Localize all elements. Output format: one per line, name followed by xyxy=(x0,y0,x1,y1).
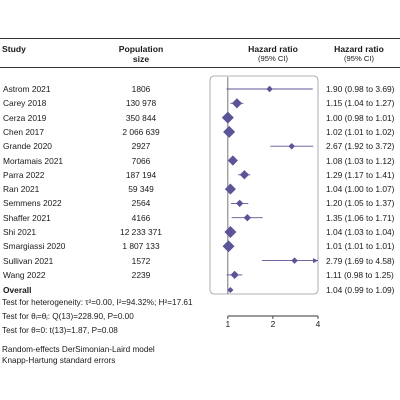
hazard-ratio-ci-text: 1.20 (1.05 to 1.37) xyxy=(326,198,395,209)
study-name: Ran 2021 xyxy=(3,184,40,195)
hazard-ratio-ci-text: 2.67 (1.92 to 3.72) xyxy=(326,141,395,152)
population-size: 130 978 xyxy=(125,98,157,109)
effect-marker xyxy=(243,214,252,222)
population-size: 2564 xyxy=(131,198,151,209)
x-tick-label: 1 xyxy=(226,319,231,329)
x-tick-label: 2 xyxy=(271,319,276,329)
effect-marker xyxy=(236,199,244,208)
table-row: Wang 2022 2239 1.11 (0.98 to 1.25) xyxy=(0,268,400,282)
table-row: Parra 2022 187 194 1.29 (1.17 to 1.41) xyxy=(0,168,400,182)
effect-marker xyxy=(227,155,238,166)
table-row: Carey 2018 130 978 1.15 (1.04 to 1.27) xyxy=(0,96,400,110)
model-line-2: Knapp-Hartung standard errors xyxy=(2,356,116,365)
hazard-ratio-ci-text: 1.01 (1.01 to 1.01) xyxy=(326,241,395,252)
hazard-ratio-ci-text: 1.90 (0.98 to 3.69) xyxy=(326,84,395,94)
population-size: 59 349 xyxy=(128,184,154,195)
effect-marker xyxy=(224,226,237,238)
arrow-right-icon xyxy=(313,258,318,264)
population-size: 1806 xyxy=(131,84,151,94)
table-row: Cerza 2019 350 844 1.00 (0.98 to 1.01) xyxy=(0,111,400,125)
effect-marker xyxy=(230,270,239,280)
theta-i-test: Test for θᵢ=θⱼ: Q(13)=228.90, P=0.00 xyxy=(2,312,134,321)
effect-marker xyxy=(288,142,295,150)
population-size: 350 844 xyxy=(125,112,157,123)
table-row: Astrom 2021 1806 1.90 (0.98 to 3.69) xyxy=(0,82,400,96)
study-name: Grande 2020 xyxy=(3,141,52,152)
header-population-line1: Population xyxy=(118,44,164,54)
study-name: Sullivan 2021 xyxy=(3,255,54,266)
study-name: Mortamais 2021 xyxy=(3,155,64,166)
hazard-ratio-ci-text: 1.00 (0.98 to 1.01) xyxy=(326,112,395,123)
study-name: Astrom 2021 xyxy=(3,84,51,94)
study-name: Smargiassi 2020 xyxy=(3,241,66,252)
table-row: Sullivan 2021 1572 2.79 (1.69 to 4.58) xyxy=(0,254,400,268)
study-name: Shi 2021 xyxy=(3,227,37,237)
hazard-ratio-ci-text: 1.04 (1.00 to 1.07) xyxy=(326,184,395,195)
study-name: Wang 2022 xyxy=(3,269,46,280)
x-tick-label: 4 xyxy=(316,319,321,329)
overall-label: Overall xyxy=(3,285,32,295)
hazard-ratio-ci-text: 1.35 (1.06 to 1.71) xyxy=(326,212,395,223)
hazard-ratio-ci-text: 1.02 (1.01 to 1.02) xyxy=(326,126,395,137)
study-name: Chen 2017 xyxy=(3,126,44,137)
effect-marker xyxy=(224,183,236,195)
population-size: 2239 xyxy=(131,269,151,280)
study-name: Cerza 2019 xyxy=(3,112,47,123)
header-hrci-line1: Hazard ratio xyxy=(334,44,384,54)
effect-marker xyxy=(223,125,236,138)
theta-0-test: Test for θ=0: t(13)=1.87, P=0.08 xyxy=(2,326,118,335)
overall-row: Overall 1.04 (0.99 to 1.09) xyxy=(0,283,400,297)
population-size: 2927 xyxy=(131,141,151,152)
population-size: 4166 xyxy=(131,212,151,223)
top-rule xyxy=(0,38,400,39)
hazard-ratio-ci-text: 1.15 (1.04 to 1.27) xyxy=(326,98,395,109)
hazard-ratio-ci-text: 1.11 (0.98 to 1.25) xyxy=(326,269,394,280)
effect-marker xyxy=(221,111,234,124)
population-size: 2 066 639 xyxy=(122,126,160,137)
effect-marker xyxy=(222,240,235,253)
header-hazard-ratio-ci: Hazard ratio (95% CI) xyxy=(318,44,400,64)
header-population-line2: size xyxy=(132,54,150,64)
study-name: Carey 2018 xyxy=(3,98,47,109)
table-row: Ran 2021 59 349 1.04 (1.00 to 1.07) xyxy=(0,182,400,196)
effect-marker xyxy=(266,85,273,93)
plot-frame xyxy=(209,75,319,295)
hazard-ratio-ci-text: 2.79 (1.69 to 4.58) xyxy=(326,255,395,266)
hazard-ratio-ci-text: 1.04 (1.03 to 1.04) xyxy=(326,227,395,237)
effect-marker xyxy=(291,257,298,264)
table-row: Shi 2021 12 233 371 1.04 (1.03 to 1.04) xyxy=(0,225,400,239)
table-row: Smargiassi 2020 1 807 133 1.01 (1.01 to 1.… xyxy=(0,239,400,253)
header-hr-line1: Hazard ratio xyxy=(248,44,298,54)
header-study: Study xyxy=(2,44,26,54)
population-size: 1 807 133 xyxy=(122,241,160,252)
hazard-ratio-ci-text: 1.29 (1.17 to 1.41) xyxy=(326,169,395,180)
effect-marker xyxy=(231,98,243,109)
study-name: Parra 2022 xyxy=(3,169,45,180)
population-size: 12 233 371 xyxy=(120,227,162,237)
header-hazard-ratio: Hazard ratio (95% CI) xyxy=(228,44,318,64)
overall-ci-text: 1.04 (0.99 to 1.09) xyxy=(326,285,395,295)
population-size: 1572 xyxy=(131,255,151,266)
table-row: Shaffer 2021 4166 1.35 (1.06 to 1.71) xyxy=(0,211,400,225)
effect-marker xyxy=(239,170,250,180)
study-name: Shaffer 2021 xyxy=(3,212,51,223)
header-hr-line2: (95% CI) xyxy=(258,54,288,63)
header-population: Population size xyxy=(110,44,172,64)
population-size: 7066 xyxy=(131,155,151,166)
table-row: Mortamais 2021 7066 1.08 (1.03 to 1.12) xyxy=(0,154,400,168)
table-row: Grande 2020 2927 2.67 (1.92 to 3.72) xyxy=(0,139,400,153)
hazard-ratio-ci-text: 1.08 (1.03 to 1.12) xyxy=(326,155,395,166)
population-size: 187 194 xyxy=(125,169,157,180)
header-rule xyxy=(0,67,400,68)
header-hrci-line2: (95% CI) xyxy=(344,54,374,63)
overall-diamond xyxy=(227,287,234,293)
table-row: Chen 2017 2 066 639 1.02 (1.01 to 1.02) xyxy=(0,125,400,139)
table-row: Semmens 2022 2564 1.20 (1.05 to 1.37) xyxy=(0,196,400,210)
heterogeneity-test: Test for heterogeneity: τ²=0.00, I²=94.3… xyxy=(2,298,193,307)
model-line-1: Random-effects DerSimonian-Laird model xyxy=(2,345,155,354)
study-name: Semmens 2022 xyxy=(3,198,62,209)
